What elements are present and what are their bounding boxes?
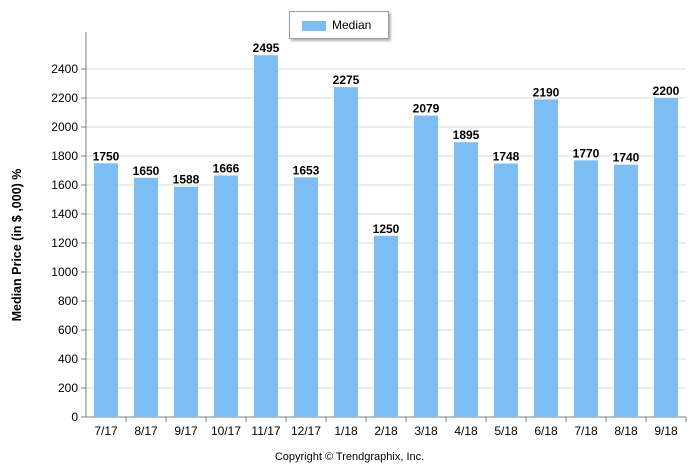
copyright-footer: Copyright © Trendgraphix, Inc. [274,451,425,463]
data-label: 2275 [333,73,360,87]
data-label: 1250 [373,222,400,236]
bar [294,177,318,417]
y-tick-label: 2000 [51,120,78,134]
bar [414,115,438,418]
x-tick-label: 8/17 [134,424,158,438]
x-tick-label: 11/17 [251,424,280,438]
data-label: 1740 [613,151,640,165]
x-tick-label: 1/18 [334,424,358,438]
x-tick-label: 2/18 [374,424,398,438]
bar [534,99,558,417]
data-label: 2079 [413,102,440,116]
legend-swatch-median [302,21,326,31]
x-tick-label: 9/18 [654,424,678,438]
data-label: 1666 [213,161,240,175]
data-label: 1748 [493,150,520,164]
bar [214,175,238,417]
legend: Median [289,11,389,39]
y-tick-label: 1400 [51,207,78,221]
bar [254,55,278,417]
x-tick-label: 3/18 [414,424,438,438]
data-label: 1653 [293,163,320,177]
data-label: 1770 [573,146,600,160]
y-tick-label: 800 [58,294,78,308]
bar [574,160,598,417]
data-label: 1895 [453,128,480,142]
y-tick-label: 2200 [51,91,78,105]
bar [94,163,118,417]
x-tick-label: 12/17 [291,424,321,438]
y-tick-label: 1800 [51,149,78,163]
x-tick-label: 4/18 [454,424,478,438]
x-tick-label: 10/17 [211,424,241,438]
bar [614,164,638,417]
data-label: 2200 [653,84,680,98]
x-tick-label: 5/18 [494,424,518,438]
y-axis-title: Median Price (in $ ,000) % [10,168,24,322]
data-label: 2495 [253,41,280,55]
bar [454,142,478,417]
x-tick-label: 9/17 [174,424,198,438]
bar [654,98,678,417]
y-tick-label: 2400 [51,62,78,76]
data-label: 1588 [173,173,200,187]
bar [374,235,398,417]
x-tick-label: 6/18 [534,424,558,438]
y-tick-label: 0 [71,410,78,424]
y-tick-label: 200 [58,381,78,395]
y-tick-label: 400 [58,352,78,366]
data-label: 1650 [133,164,160,178]
y-tick-label: 1200 [51,236,78,250]
y-tick-label: 600 [58,323,78,337]
x-tick-label: 7/18 [574,424,598,438]
x-tick-label: 7/17 [94,424,118,438]
bar [334,87,358,417]
data-label: 1750 [93,149,120,163]
x-tick-label: 8/18 [614,424,638,438]
data-label: 2190 [533,85,560,99]
y-tick-label: 1000 [51,265,78,279]
bar [174,186,198,417]
y-tick-label: 1600 [51,178,78,192]
bar [494,163,518,417]
bar [134,177,158,417]
legend-label-median: Median [332,18,372,32]
